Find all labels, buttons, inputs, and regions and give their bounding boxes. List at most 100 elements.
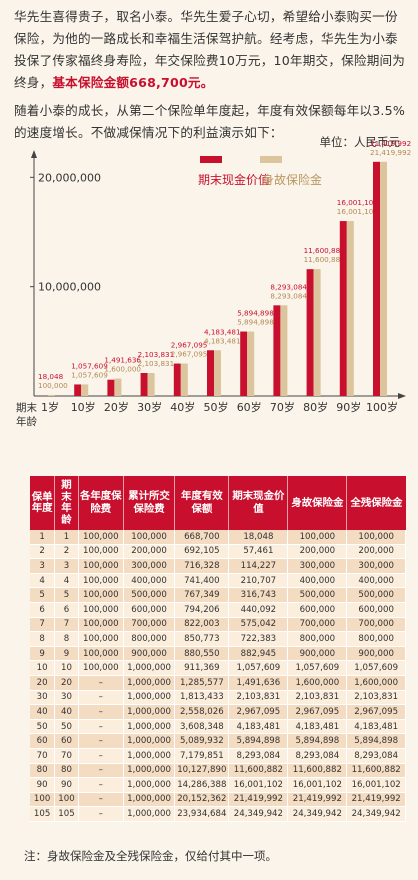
bar-label-death: 16,001,102 [337,207,378,216]
table-cell: 21,419,992 [287,792,348,808]
bar-death [180,363,188,396]
table-cell: 11,600,882 [287,763,348,779]
table-cell: 600,000 [287,602,348,618]
table-row: 90 90–1,000,000 14,286,388 16,001,102 16,001… [30,777,406,793]
table-header-7: 全残保险金 [346,476,406,530]
intro-text: 华先生喜得贵子，取名小泰。华先生爱子心切，希望给小泰购买一份保险，为他的一路成长… [14,6,406,150]
bar-label-death: 11,600,882 [304,255,345,264]
bar-label-death: 4,183,481 [204,336,241,345]
table-cell: 100,000 [78,530,124,545]
table-cell: 900,000 [346,646,406,662]
table-cell: 575,042 [228,617,289,633]
legend-label-death: 身故保险金 [262,172,322,187]
table-cell: 11,600,882 [228,763,289,779]
table-cell: 40 [54,704,79,720]
table-cell: 80 [54,763,79,779]
table-header-6: 身故保险金 [287,476,348,530]
table-cell: 5 [54,587,79,603]
table-cell: 7 [54,617,79,633]
table-cell: 100,000 [78,587,124,603]
table-cell: 911,369 [174,660,230,676]
table-cell: 692,105 [174,544,230,560]
table-cell: 57,461 [228,544,289,560]
table-cell: – [78,777,124,793]
bar-cash [306,269,314,396]
table-cell: – [78,763,124,779]
table-header-4: 年度有效保额 [174,476,230,530]
footnote: 注：身故保险金及全残保险金，仅给付其中一项。 [24,849,277,863]
table-cell: 50 [30,719,56,735]
table-cell: 8 [30,631,56,647]
table-cell: 700,000 [123,617,176,633]
table-row: 6 6 100,000 600,000 794,206 440,092 600,000 600… [30,602,406,618]
table-cell: 1,057,609 [228,660,289,676]
table-cell: 700,000 [346,617,406,633]
table-cell: 14,286,388 [174,777,230,793]
table-row: 50 50–1,000,000 3,608,348 4,183,481 4,183,48… [30,719,406,735]
table-row: 4 4 100,000 400,000 741,400 210,707 400,000 400… [30,573,406,589]
table-cell: 210,707 [228,573,289,589]
table-cell: 1,000,000 [123,733,176,749]
table-cell: 2,103,831 [346,690,406,706]
table-cell: 600,000 [346,602,406,618]
table-cell: – [78,704,124,720]
bar-label-death: 100,000 [38,381,68,390]
table-cell: 1,491,636 [228,675,289,691]
bar-death [81,384,89,396]
bar-cash [339,221,347,396]
table-cell: 7 [30,617,56,633]
table-cell: 822,003 [174,617,230,633]
table-cell: 105 [54,806,79,822]
table-cell: 900,000 [287,646,348,662]
x-tick-label: 40岁 [170,400,195,414]
table-cell: 1,000,000 [123,763,176,779]
bar-death [380,161,387,396]
table-body: 1 1 100,000 100,000 668,700 18,048 100,000 100,… [30,530,406,822]
table-cell: 30 [54,690,79,706]
table-cell: 90 [30,777,56,793]
table-cell: 70 [30,748,56,764]
table-cell: 5 [30,587,56,603]
table-cell: 60 [54,733,79,749]
table-cell: 2,967,095 [287,704,348,720]
table-cell: 300,000 [346,558,406,574]
table-cell: 4,183,481 [346,719,406,735]
table-cell: 1,000,000 [123,806,176,822]
table-cell: 700,000 [287,617,348,633]
bar-death [147,372,155,396]
table-cell: 8,293,084 [228,748,289,764]
table-cell: 100,000 [78,544,124,560]
table-cell: 5,089,932 [174,733,230,749]
x-tick-label: 80岁 [303,400,328,414]
table-header-1: 期末年龄 [54,476,79,530]
table-header-0: 保单年度 [30,476,56,530]
table-cell: 100,000 [346,530,406,545]
table-cell: 1,000,000 [123,704,176,720]
table-cell: – [78,748,124,764]
table-cell: 400,000 [123,573,176,589]
bar-label-cash: 16,001,102 [337,198,378,207]
table-row: 40 40–1,000,000 2,558,026 2,967,095 2,967,09… [30,704,406,720]
x-tick-label: 1岁 [41,400,59,414]
table-cell: – [78,733,124,749]
bar-cash [107,379,115,396]
bar-label-death: 1,600,000 [104,365,141,374]
bar-cash [273,305,281,396]
table-cell: 882,945 [228,646,289,662]
bar-death [214,350,221,396]
legend-swatch-death [260,156,282,163]
bar-label-cash: 11,600,882 [304,246,345,255]
bar-label-cash: 4,183,481 [204,327,241,336]
table-cell: 5,894,898 [346,733,406,749]
table-cell: 400,000 [287,573,348,589]
table-cell: – [78,690,124,706]
table-row: 80 80–1,000,000 10,127,890 11,600,882 11,600… [30,763,406,779]
table-cell: 6 [30,602,56,618]
table-row: 9 9 100,000 900,000 880,550 882,945 900,000 900… [30,646,406,662]
bar-label-cash: 1,491,636 [104,356,141,365]
table-cell: 1,600,000 [287,675,348,691]
table-header-3: 累计所交保险费 [123,476,176,530]
bar-label-cash: 1,057,609 [71,361,108,370]
x-tick-label: 20岁 [104,400,129,414]
